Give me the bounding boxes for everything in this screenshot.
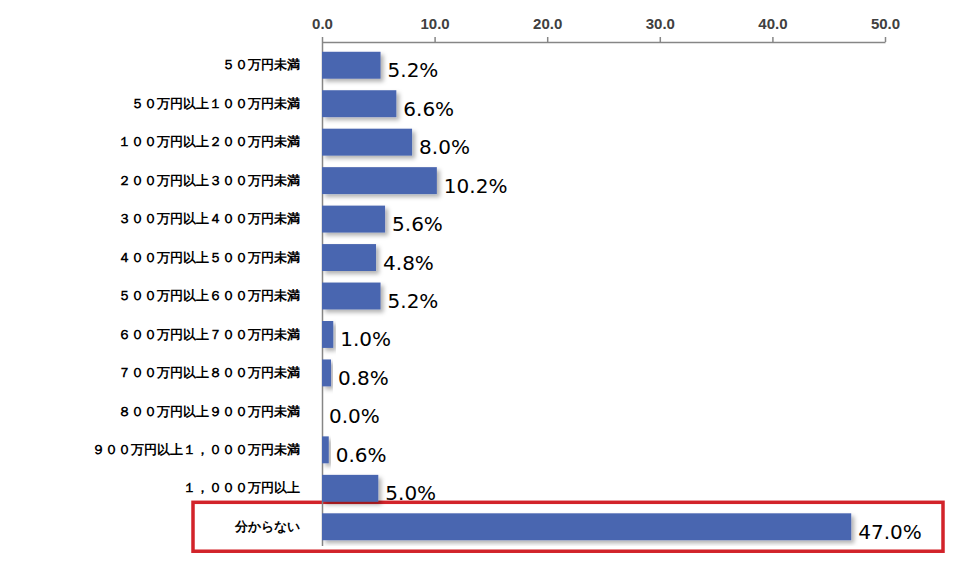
x-tick-mark <box>660 37 662 42</box>
bar <box>322 283 381 310</box>
data-label: 0.8% <box>338 366 389 390</box>
x-tick-mark <box>772 37 774 42</box>
category-label: 分からない <box>234 519 300 534</box>
chart: 0.0 10.0 20.0 30.0 40.0 50.0 ５０万円未満 ５０万円以上１００万円… <box>0 0 971 572</box>
y-tick: ６００万円以上７００万円未満 <box>118 327 300 342</box>
x-tick: 40.0 <box>758 15 787 42</box>
y-tick: ４００万円以上５００万円未満 <box>118 250 300 265</box>
bar <box>322 129 412 156</box>
category-label: ２００万円以上３００万円未満 <box>118 173 300 188</box>
y-tick: ２００万円以上３００万円未満 <box>118 173 300 188</box>
data-label: 5.2% <box>388 289 439 313</box>
data-labels: 5.2% 6.6% 8.0% 10.2%5.6% 4.8% 5.2% 1.0% 0.8% 0.0… <box>329 58 922 544</box>
x-tick-label: 0.0 <box>312 15 333 32</box>
bar <box>322 359 331 386</box>
x-axis: 0.0 10.0 20.0 30.0 40.0 50.0 <box>312 15 900 43</box>
y-tick: ９００万円以上１，０００万円未満 <box>92 442 300 457</box>
x-axis-line <box>323 42 886 44</box>
data-label: 5.6% <box>392 212 443 236</box>
y-tick: ８００万円以上９００万円未満 <box>118 404 300 419</box>
y-axis: ５０万円未満 ５０万円以上１００万円未満 １００万円以上２００万円未満 ２００万円以上… <box>92 42 323 546</box>
bars <box>322 52 851 540</box>
x-tick: 30.0 <box>646 15 675 42</box>
y-tick: １，０００万円以上 <box>183 480 300 495</box>
x-tick-mark <box>322 37 324 42</box>
category-label: ５００万円以上６００万円未満 <box>118 288 300 303</box>
category-label: ９００万円以上１，０００万円未満 <box>92 442 300 457</box>
y-tick: ５０万円未満 <box>222 57 300 72</box>
x-tick-label: 50.0 <box>871 15 900 32</box>
y-tick: ７００万円以上８００万円未満 <box>118 365 300 380</box>
data-label: 10.2% <box>444 174 508 198</box>
y-tick: 分からない <box>234 519 300 534</box>
bar <box>322 398 323 425</box>
category-label: ５０万円未満 <box>222 57 300 72</box>
data-label: 6.6% <box>403 97 454 121</box>
category-label: ６００万円以上７００万円未満 <box>118 327 300 342</box>
category-label: ４００万円以上５００万円未満 <box>118 250 300 265</box>
x-tick-label: 40.0 <box>758 15 787 32</box>
y-tick: １００万円以上２００万円未満 <box>118 134 300 149</box>
data-label: 0.0% <box>329 404 380 428</box>
y-tick: ３００万円以上４００万円未満 <box>118 211 300 226</box>
category-label: ８００万円以上９００万円未満 <box>118 404 300 419</box>
data-label: 1.0% <box>340 327 391 351</box>
data-label: 0.6% <box>336 443 387 467</box>
data-label: 47.0% <box>858 520 922 544</box>
x-tick-label: 30.0 <box>646 15 675 32</box>
bar <box>322 321 333 348</box>
category-label: ３００万円以上４００万円未満 <box>118 211 300 226</box>
y-tick: ５００万円以上６００万円未満 <box>118 288 300 303</box>
x-tick: 10.0 <box>420 15 449 42</box>
x-tick-label: 20.0 <box>533 15 562 32</box>
x-tick-mark <box>885 37 887 42</box>
category-label: ５０万円以上１００万円未満 <box>131 96 300 111</box>
bar <box>322 475 378 502</box>
y-tick: ５０万円以上１００万円未満 <box>131 96 300 111</box>
x-tick: 50.0 <box>871 15 900 42</box>
bar <box>322 52 381 79</box>
data-label: 5.0% <box>385 481 436 505</box>
category-label: ７００万円以上８００万円未満 <box>118 365 300 380</box>
data-label: 5.2% <box>388 58 439 82</box>
bar <box>322 90 396 117</box>
bar <box>322 206 385 233</box>
data-label: 4.8% <box>383 251 434 275</box>
x-tick-label: 10.0 <box>420 15 449 32</box>
category-label: １００万円以上２００万円未満 <box>118 134 300 149</box>
highlight-box <box>193 502 943 551</box>
x-tick: 0.0 <box>312 15 333 42</box>
bar <box>322 244 376 271</box>
x-tick-mark <box>434 37 436 42</box>
category-label: １，０００万円以上 <box>183 480 300 495</box>
data-label: 8.0% <box>419 135 470 159</box>
x-tick: 20.0 <box>533 15 562 42</box>
bar <box>322 167 437 194</box>
bar <box>322 436 329 463</box>
x-tick-mark <box>547 37 549 42</box>
bar <box>322 513 851 540</box>
